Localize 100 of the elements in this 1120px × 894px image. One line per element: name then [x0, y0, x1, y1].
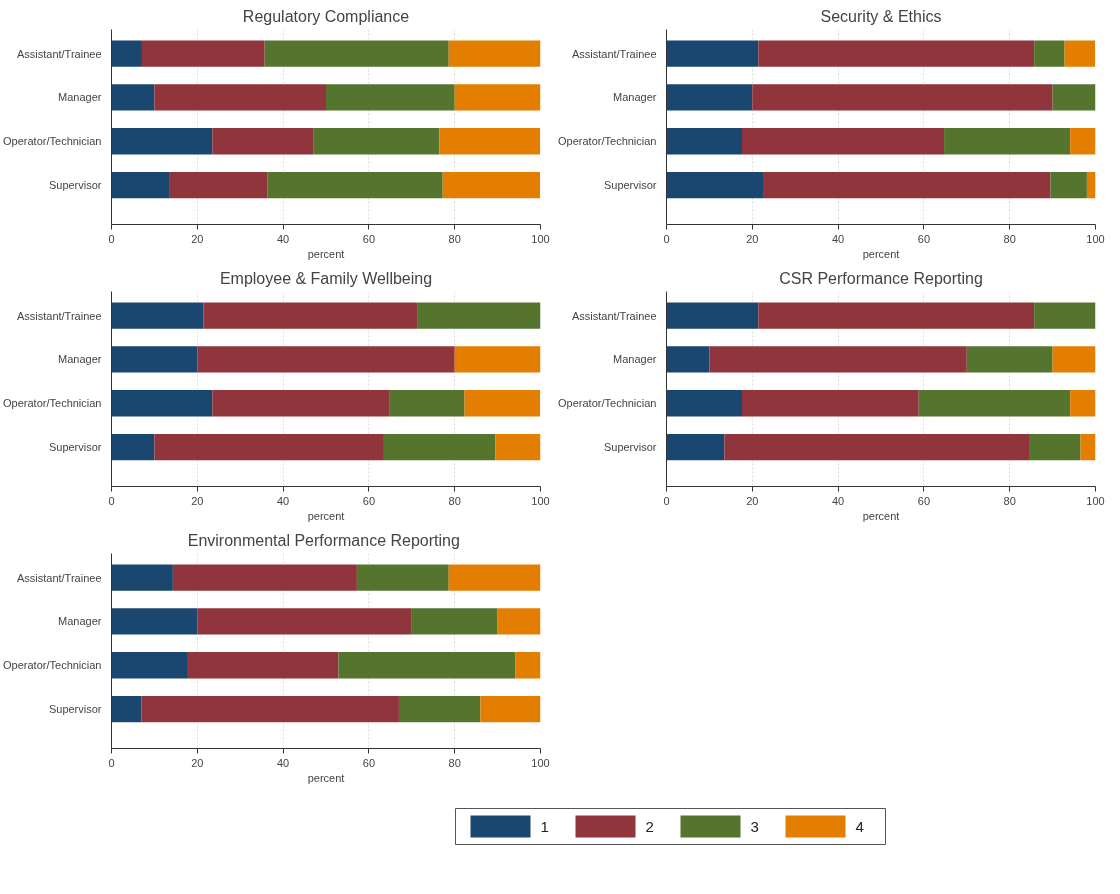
- x-tick-label: 40: [276, 756, 290, 769]
- bar: [1070, 390, 1096, 417]
- x-tick-label: 20: [191, 232, 204, 245]
- x-tick-label: 80: [448, 756, 461, 769]
- y-tick-label: Operator/Technician: [3, 135, 102, 148]
- bar: [742, 390, 919, 417]
- bar: [666, 346, 710, 373]
- bar: [111, 608, 198, 635]
- bar: [383, 433, 496, 461]
- bar: [111, 84, 155, 111]
- bar: [742, 128, 945, 155]
- bar: [154, 84, 326, 111]
- bar: [454, 346, 541, 373]
- bar: [454, 84, 541, 111]
- chart-title: Regulatory Compliance: [242, 7, 410, 25]
- bar: [763, 171, 1051, 199]
- x-tick-label: 60: [362, 756, 376, 769]
- bar: [1050, 171, 1087, 199]
- chart-title: Environmental Performance Reporting: [187, 531, 460, 549]
- x-tick-label: 0: [108, 494, 115, 507]
- bar: [1052, 346, 1096, 373]
- legend-label: 4: [855, 817, 864, 835]
- bar: [417, 302, 541, 329]
- legend-label: 2: [645, 817, 654, 835]
- y-tick-label: Assistant/Trainee: [16, 571, 102, 584]
- x-axis-title: percent: [862, 509, 900, 522]
- x-axis-title: percent: [307, 771, 345, 784]
- x-tick-label: 80: [448, 494, 461, 507]
- bar: [154, 433, 384, 461]
- bar: [111, 564, 173, 591]
- legend-label: 3: [750, 817, 759, 835]
- x-axis-title: percent: [307, 509, 345, 522]
- bar: [111, 652, 187, 679]
- y-tick-label: Operator/Technician: [3, 397, 102, 410]
- y-tick-label: Manager: [613, 353, 657, 366]
- x-tick-label: 100: [531, 756, 550, 769]
- x-tick-label: 40: [276, 232, 290, 245]
- bar: [666, 433, 725, 461]
- y-tick-label: Operator/Technician: [558, 135, 657, 148]
- bar: [1029, 433, 1081, 461]
- x-tick-label: 40: [276, 494, 290, 507]
- x-tick-label: 0: [663, 232, 670, 245]
- y-tick-label: Manager: [58, 353, 102, 366]
- bar: [448, 40, 541, 67]
- x-tick-label: 100: [1086, 232, 1105, 245]
- bar: [111, 128, 213, 155]
- y-tick-label: Operator/Technician: [3, 659, 102, 672]
- x-tick-label: 20: [746, 232, 759, 245]
- bar: [326, 84, 455, 111]
- bar: [1070, 128, 1096, 155]
- bar: [758, 40, 1035, 67]
- legend-label: 1: [540, 817, 549, 835]
- bar: [480, 695, 541, 723]
- bar: [212, 390, 390, 417]
- bar: [111, 390, 213, 417]
- y-tick-label: Supervisor: [48, 703, 102, 716]
- bar: [264, 40, 449, 67]
- x-tick-label: 0: [108, 756, 115, 769]
- x-tick-label: 80: [1003, 232, 1016, 245]
- x-axis-title: percent: [862, 247, 900, 260]
- bar: [666, 171, 764, 199]
- x-tick-label: 100: [531, 232, 550, 245]
- bar: [172, 564, 357, 591]
- y-tick-label: Manager: [58, 615, 102, 628]
- bar: [356, 564, 449, 591]
- y-tick-label: Supervisor: [603, 179, 657, 192]
- bar: [724, 433, 1030, 461]
- y-tick-label: Assistant/Trainee: [16, 47, 102, 60]
- bar: [313, 128, 440, 155]
- bar: [111, 433, 155, 461]
- x-tick-label: 0: [108, 232, 115, 245]
- bar: [464, 390, 541, 417]
- y-tick-label: Supervisor: [48, 179, 102, 192]
- bar: [758, 302, 1035, 329]
- bar: [141, 40, 265, 67]
- bar: [111, 171, 170, 199]
- bar: [187, 652, 339, 679]
- bar: [442, 171, 541, 199]
- y-tick-label: Supervisor: [48, 441, 102, 454]
- y-tick-label: Supervisor: [603, 441, 657, 454]
- bar: [666, 390, 742, 417]
- bar: [389, 390, 465, 417]
- bar: [752, 84, 1053, 111]
- x-tick-label: 40: [831, 232, 845, 245]
- bar: [398, 695, 481, 723]
- bar: [448, 564, 541, 591]
- bar: [1064, 40, 1096, 67]
- x-tick-label: 100: [1086, 494, 1105, 507]
- bar: [111, 40, 142, 67]
- x-tick-label: 80: [448, 232, 461, 245]
- bar: [212, 128, 314, 155]
- y-tick-label: Assistant/Trainee: [16, 309, 102, 322]
- x-tick-label: 60: [362, 232, 376, 245]
- bar: [141, 695, 399, 723]
- bar: [197, 608, 412, 635]
- x-tick-label: 40: [831, 494, 845, 507]
- bar: [1034, 40, 1065, 67]
- bar: [267, 171, 443, 199]
- bar: [515, 652, 541, 679]
- bar: [197, 346, 455, 373]
